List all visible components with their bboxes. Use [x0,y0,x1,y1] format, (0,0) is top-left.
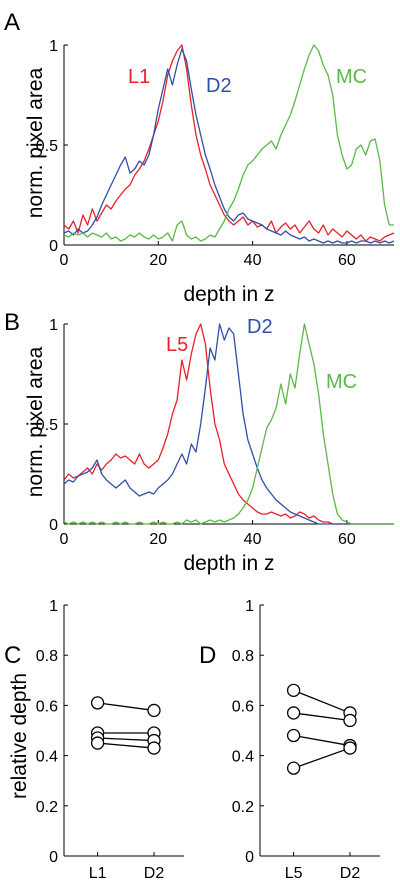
pair-connector-line [97,702,155,712]
x-tick-label: 40 [244,531,262,548]
pair-connector-line [293,689,351,714]
y-tick-label: 0.4 [232,749,254,766]
panel-letter-b: B [4,309,20,336]
panel-c-ylabel: relative depth [8,673,31,799]
panel-b-plot: 0 20 40 60 0 0.5 1 [36,317,394,548]
y-tick-label: 0 [49,238,58,255]
data-point-marker [147,741,161,755]
y-tick-label: 0.8 [232,648,254,665]
y-tick-label: 1 [245,598,254,615]
panel-d: D 0 0.2 0.4 0.6 0.8 1 L5 D2 [199,598,380,882]
y-tick-label: 1 [49,38,58,55]
y-tick-label: 0 [49,517,58,534]
y-tick-label: 0 [245,849,254,866]
pair-connector-line [97,737,155,742]
panel-b-series-label-d2: D2 [247,316,273,338]
y-tick-label: 1 [49,598,58,615]
x-tick-label: 20 [149,252,167,269]
y-tick-label: 0.6 [36,698,58,715]
y-tick-label: 0.5 [36,417,58,434]
x-tick-label: 0 [60,252,69,269]
data-point-marker [286,683,301,697]
panel-b-ylabel: norm. pixel area [24,346,47,497]
series-line-mc [63,323,394,525]
y-tick-label: 1 [49,317,58,334]
data-point-marker [286,761,301,775]
panel-b-series-label-l5: L5 [166,334,188,356]
pair-connector-line [97,742,155,749]
y-tick-label: 0.2 [232,799,254,816]
panel-letter-c: C [4,642,21,669]
panel-b-series-label-mc: MC [326,371,357,393]
panel-a: A norm. pixel area depth in z 0 20 40 60 0 0.… [4,9,395,306]
panel-a-plot: 0 20 40 60 0 0.5 1 [36,38,395,269]
panel-letter-d: D [199,642,216,669]
x-tick-label: 40 [244,252,262,269]
data-point-marker [90,696,105,710]
panel-a-ylabel: norm. pixel area [24,67,47,218]
x-tick-label: 20 [149,531,167,548]
y-tick-label: 0.8 [36,648,58,665]
y-tick-label: 0 [49,849,58,866]
x-tick-label: 0 [60,531,69,548]
panel-a-series-label-d2: D2 [206,75,232,97]
panel-c-plot: 0 0.2 0.4 0.6 0.8 1 L1 D2 [36,598,184,882]
panel-d-plot: 0 0.2 0.4 0.6 0.8 1 L5 D2 [232,598,380,882]
panel-a-series-label-mc: MC [336,66,367,88]
y-tick-label: 0.6 [232,698,254,715]
panel-letter-a: A [4,9,20,36]
panel-a-xlabel: depth in z [183,283,274,306]
panel-a-series-label-l1: L1 [128,66,150,88]
y-tick-label: 0.2 [36,799,58,816]
series-line-d2 [63,48,395,244]
panel-b: B norm. pixel area depth in z 0 20 40 60 0 0.… [4,309,394,575]
series-line-d2 [63,323,394,525]
data-point-marker [343,741,357,755]
category-label: L1 [89,865,107,882]
y-tick-label: 0.5 [36,138,58,155]
data-point-marker [147,703,161,718]
data-point-marker [286,728,301,743]
category-label: D2 [340,865,361,882]
pair-connector-line [293,734,351,747]
panel-c: C relative depth 0 0.2 0.4 0.6 0.8 1 L1 D2 [4,598,184,882]
data-point-marker [343,713,357,728]
category-label: L5 [285,865,303,882]
category-label: D2 [144,865,165,882]
data-point-marker [90,736,105,750]
panel-b-xlabel: depth in z [183,552,274,575]
data-point-marker [286,706,301,720]
series-line-mc [63,44,394,242]
pair-connector-line [293,712,351,722]
x-tick-label: 60 [338,252,356,269]
series-line-l5 [63,323,394,525]
series-line-l1 [63,44,395,242]
pair-connector-line [293,747,351,769]
x-tick-label: 60 [338,531,356,548]
y-tick-label: 0.4 [36,749,58,766]
